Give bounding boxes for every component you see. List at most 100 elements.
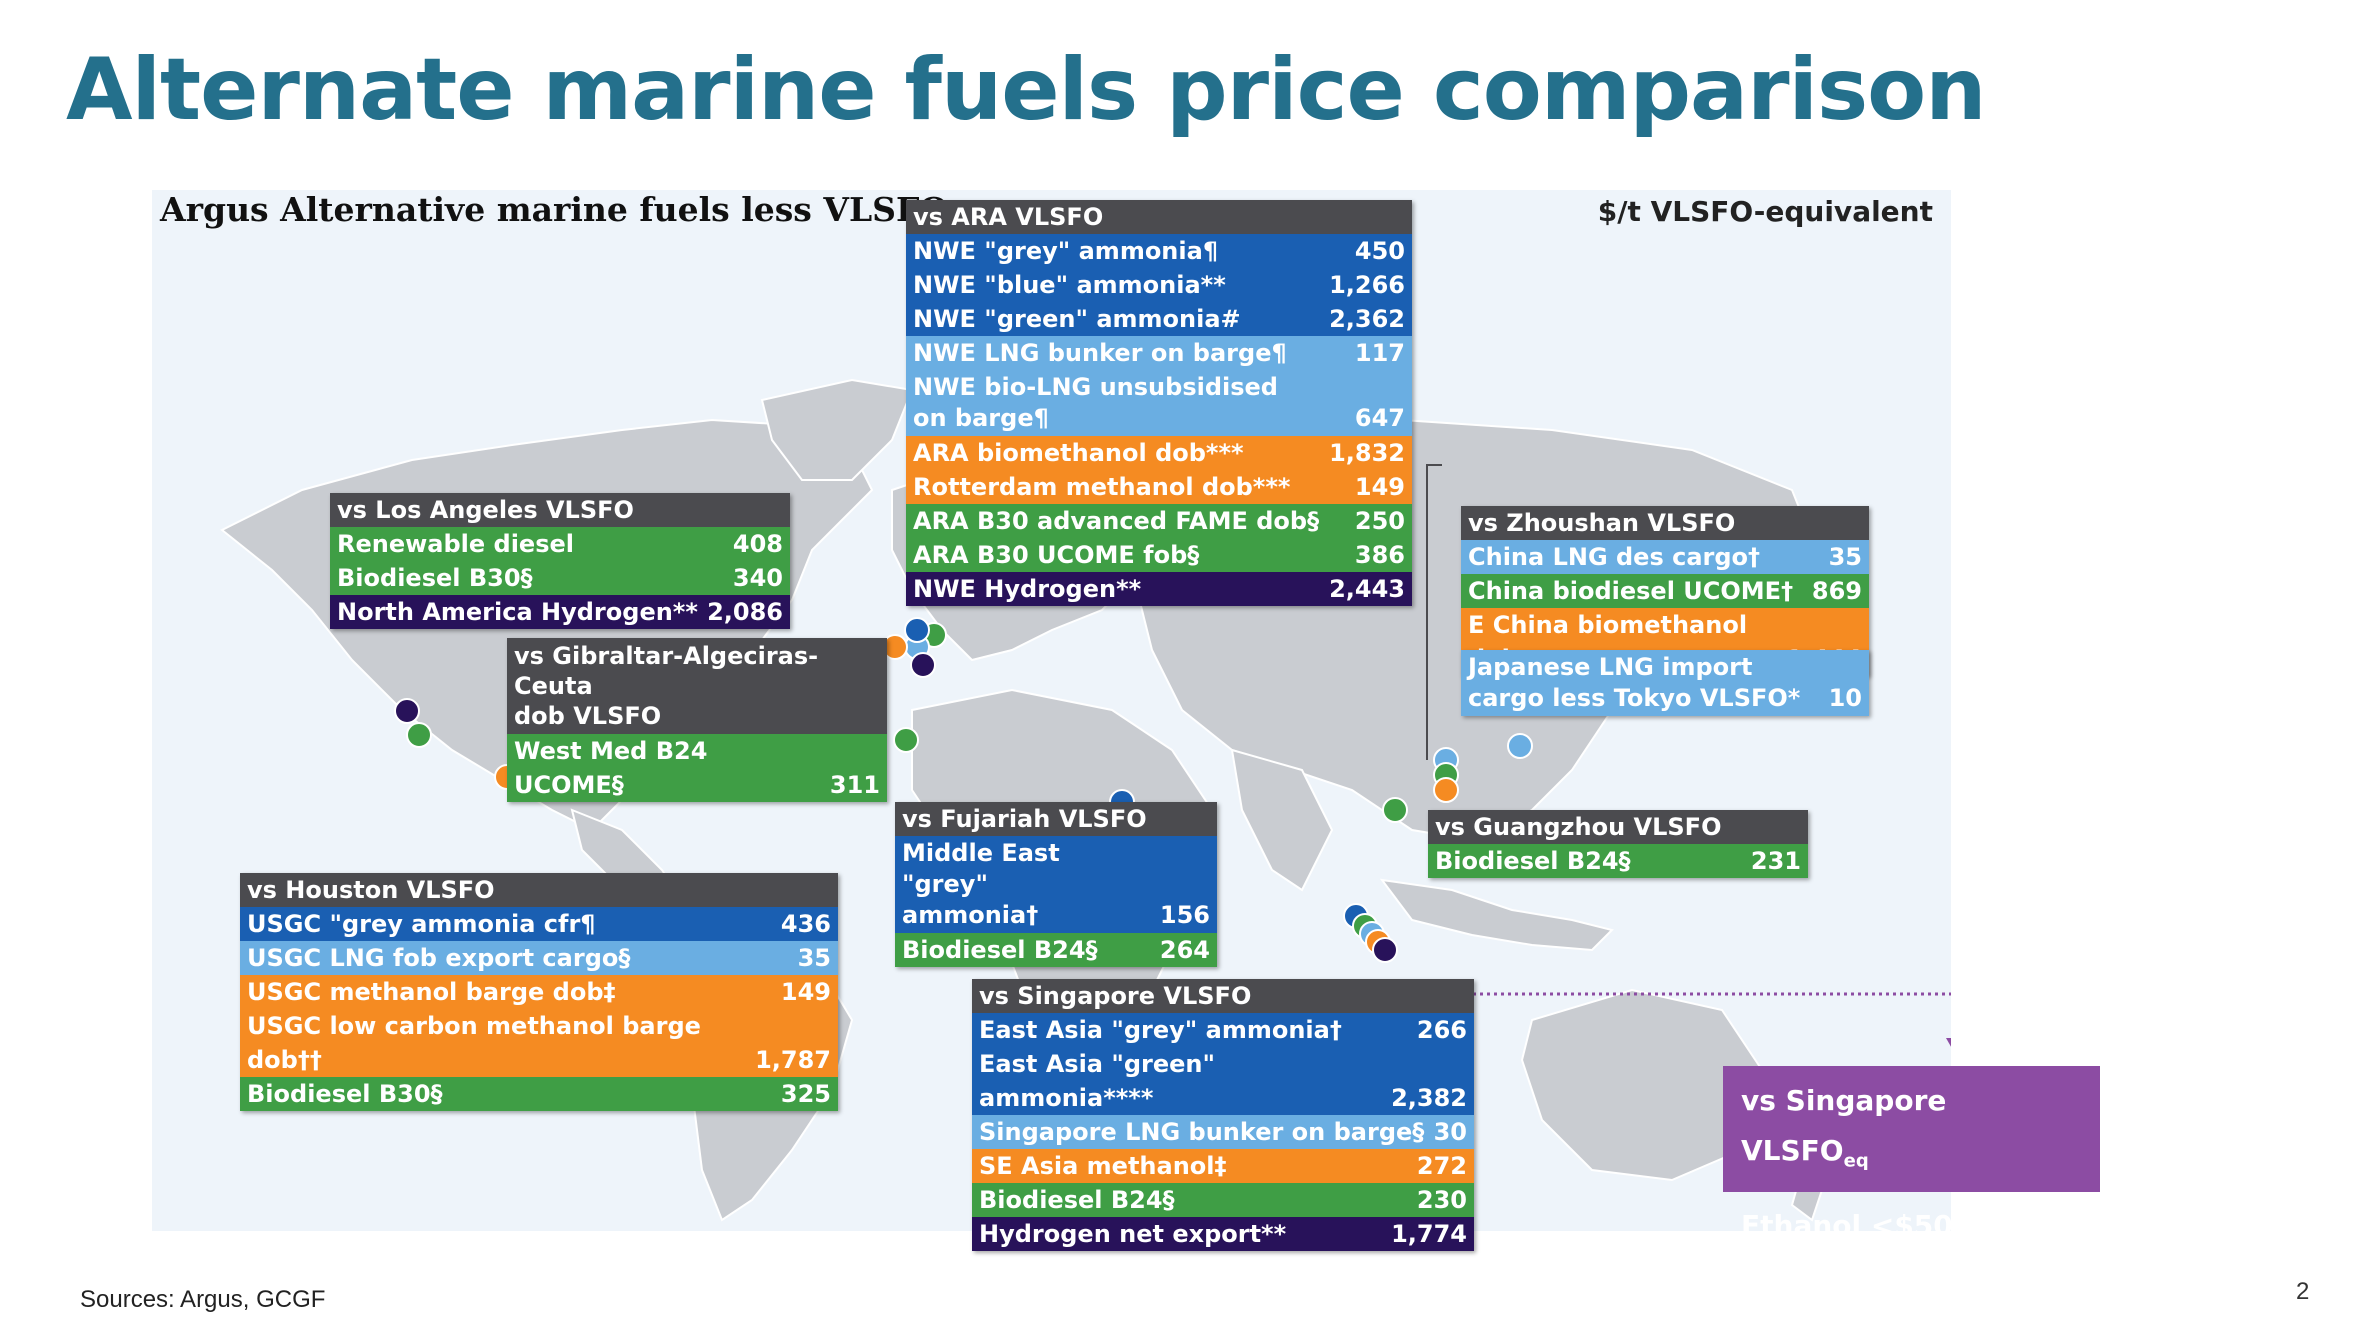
price-row: SE Asia methanol‡ 272 [972, 1149, 1474, 1183]
price-row-label: Biodiesel B30§ [337, 564, 533, 592]
price-row-value: 250 [1354, 507, 1405, 535]
marker-cluster-guangzhou [1382, 797, 1408, 823]
price-row: West Med B24 UCOME§ 311 [507, 734, 887, 802]
price-row: Middle East "grey" ammonia† 156 [895, 836, 1217, 933]
price-box-guangzhou: vs Guangzhou VLSFO Biodiesel B24§ 231 [1428, 810, 1808, 878]
price-row-label: NWE Hydrogen** [913, 575, 1142, 603]
price-row: NWE Hydrogen** 2,443 [906, 572, 1412, 606]
price-box-singapore: vs Singapore VLSFO East Asia "grey" ammon… [972, 979, 1474, 1251]
price-row-label: Biodiesel B24§ [979, 1186, 1175, 1214]
price-row: ARA B30 UCOME fob§ 386 [906, 538, 1412, 572]
price-box-header: vs Singapore VLSFO [972, 979, 1474, 1013]
price-row-label: USGC LNG fob export cargo§ [247, 944, 631, 972]
price-row-value: 35 [797, 944, 831, 972]
price-row-label: Biodiesel B30§ [247, 1080, 443, 1108]
price-row-value: 869 [1811, 577, 1862, 605]
marker-cluster-nwe [882, 617, 947, 678]
price-box-japan: Japanese LNG import cargo less Tokyo VLS… [1461, 650, 1869, 716]
price-box-header: vs Gibraltar-Algeciras-Ceuta dob VLSFO [507, 638, 887, 734]
price-row-label: SE Asia methanol‡ [979, 1152, 1227, 1180]
price-row-value: 2,086 [707, 598, 783, 626]
price-row-label: ARA biomethanol dob*** [913, 439, 1244, 467]
price-row-label: Hydrogen net export** [979, 1220, 1287, 1248]
price-row-value: 272 [1416, 1152, 1467, 1180]
price-row: Biodiesel B24§ 231 [1428, 844, 1808, 878]
marker-dot [1433, 777, 1459, 803]
price-row-value: 266 [1416, 1016, 1467, 1044]
price-box-header: vs Houston VLSFO [240, 873, 838, 907]
marker-dot [904, 617, 930, 643]
price-row-value: 149 [1354, 473, 1405, 501]
greenland-land [760, 378, 914, 481]
price-row-label: NWE "blue" ammonia** [913, 271, 1226, 299]
price-row-label: ARA B30 advanced FAME dob§ [913, 507, 1320, 535]
price-row-label: Middle East "grey" ammonia† [902, 839, 1060, 929]
price-row: Japanese LNG import cargo less Tokyo VLS… [1461, 650, 1869, 716]
marker-cluster-zhoushan [1433, 747, 1459, 803]
price-row-value: 386 [1354, 541, 1405, 569]
marker-dot [394, 698, 420, 724]
price-row: NWE bio-LNG unsubsidised on barge¶ 647 [906, 370, 1412, 436]
price-box-header: vs Fujariah VLSFO [895, 802, 1217, 836]
price-row-value: 311 [829, 771, 880, 799]
price-row: NWE "grey" ammonia¶ 450 [906, 234, 1412, 268]
marker-dot [893, 727, 919, 753]
ethanol-callout-text: Ethanol <$500t VLSFOe [1741, 1208, 1986, 1292]
price-row-label: NWE bio-LNG unsubsidised on barge¶ [913, 373, 1278, 432]
price-row: ARA biomethanol dob*** 1,832 [906, 436, 1412, 470]
marker-dot [910, 652, 936, 678]
price-box-header: vs Los Angeles VLSFO [330, 493, 790, 527]
price-row-value: 647 [1354, 404, 1405, 432]
price-row-value: 117 [1354, 339, 1405, 367]
price-box-houston: vs Houston VLSFO USGC "grey ammonia cfr¶ 4… [240, 873, 838, 1111]
price-row-value: 149 [780, 978, 831, 1006]
price-box-ara: vs ARA VLSFO NWE "grey" ammonia¶ 450 NWE "b… [906, 200, 1412, 606]
page-number: 2 [2296, 1278, 2310, 1305]
price-row-value: 1,787 [755, 1046, 831, 1074]
price-row-value: 450 [1354, 237, 1405, 265]
price-row-label: East Asia "grey" ammonia† [979, 1016, 1342, 1044]
marker-cluster-tokyo [1507, 733, 1533, 759]
price-box-header: vs ARA VLSFO [906, 200, 1412, 234]
marker-cluster-la [394, 698, 432, 748]
price-row-value: 10 [1828, 684, 1862, 712]
ethanol-callout-heading-text: vs Singapore VLSFO [1741, 1084, 1947, 1167]
price-row-label: China biodiesel UCOME† [1468, 577, 1794, 605]
price-row: Biodiesel B24§ 264 [895, 933, 1217, 967]
price-row: Biodiesel B30§ 340 [330, 561, 790, 595]
price-row-value: 1,266 [1329, 271, 1405, 299]
price-row-value: 231 [1750, 847, 1801, 875]
marker-dot [1372, 937, 1398, 963]
price-row: Singapore LNG bunker on barge§ 30 [972, 1115, 1474, 1149]
marker-dot [1507, 733, 1533, 759]
price-row-label: ARA B30 UCOME fob§ [913, 541, 1200, 569]
marker-cluster-gibraltar [893, 727, 919, 753]
unit-label: $/t VLSFO-equivalent [1597, 195, 1933, 228]
price-row: USGC low carbon methanol barge dob†† 1,78… [240, 1009, 838, 1077]
price-row-value: 2,443 [1329, 575, 1405, 603]
price-row: USGC methanol barge dob‡ 149 [240, 975, 838, 1009]
price-row: East Asia "green" ammonia**** 2,382 [972, 1047, 1474, 1115]
price-row: NWE "blue" ammonia** 1,266 [906, 268, 1412, 302]
marker-dot [1382, 797, 1408, 823]
price-row-label: NWE LNG bunker on barge¶ [913, 339, 1287, 367]
price-row: NWE "green" ammonia# 2,362 [906, 302, 1412, 336]
sources-note: Sources: Argus, GCGF [80, 1286, 326, 1313]
price-row: East Asia "grey" ammonia† 266 [972, 1013, 1474, 1047]
price-row-value: 408 [732, 530, 783, 558]
india-land [1230, 748, 1334, 892]
price-row: Rotterdam methanol dob*** 149 [906, 470, 1412, 504]
price-row-value: 230 [1416, 1186, 1467, 1214]
price-row-label: Singapore LNG bunker on barge§ [979, 1118, 1425, 1146]
price-row-value: 436 [780, 910, 831, 938]
price-row: China LNG des cargo† 35 [1461, 540, 1869, 574]
price-row: NWE LNG bunker on barge¶ 117 [906, 336, 1412, 370]
price-row-value: 2,362 [1329, 305, 1405, 333]
australia-land [1520, 988, 1764, 1182]
price-row-label: NWE "green" ammonia# [913, 305, 1241, 333]
price-row: Renewable diesel 408 [330, 527, 790, 561]
connector-line-zhoushan [1426, 464, 1442, 760]
ethanol-callout: vs Singapore VLSFOeq Ethanol <$500t VLSF… [1723, 1066, 2100, 1292]
price-row-label: Renewable diesel [337, 530, 574, 558]
price-row-value: 30 [1433, 1118, 1467, 1146]
